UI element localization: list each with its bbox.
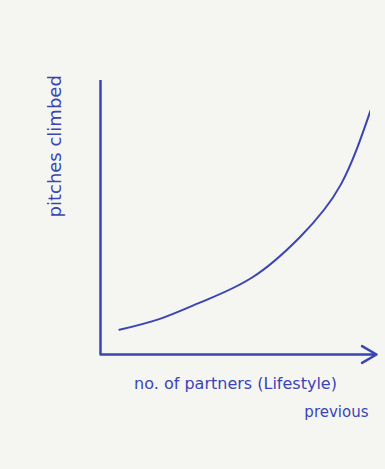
svg-text:pitches climbed: pitches climbed [44, 75, 65, 217]
svg-text:previous: previous [304, 403, 368, 421]
svg-text:no. of partners (Lifestyle): no. of partners (Lifestyle) [134, 374, 337, 393]
